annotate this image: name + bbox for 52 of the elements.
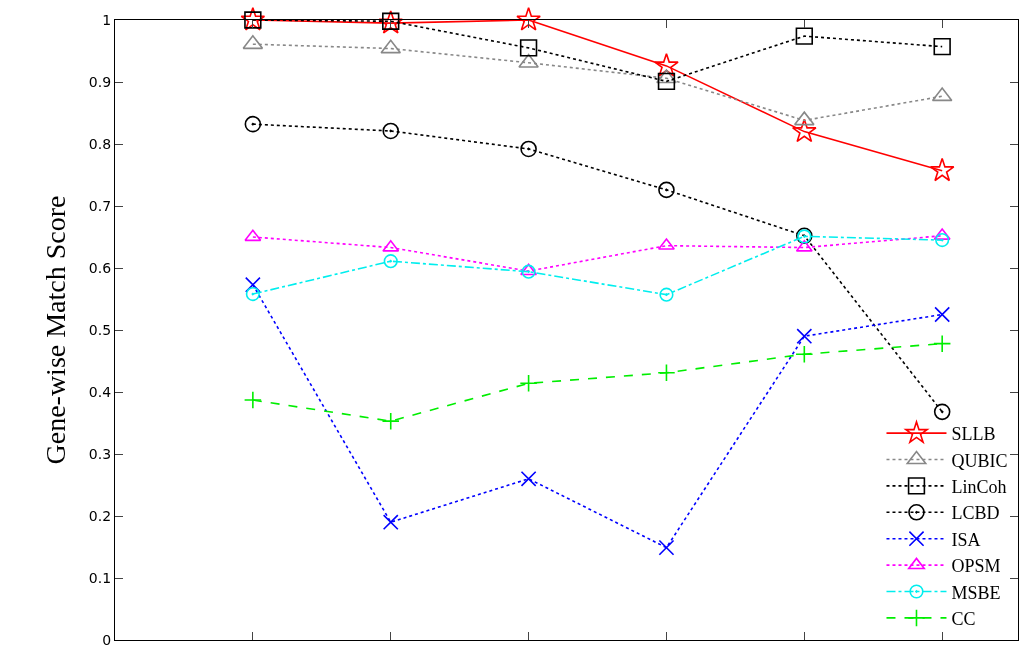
y-tick-label: 0.9 [88,73,112,90]
point [658,181,675,199]
point [795,345,814,364]
y-tick-label: 1 [102,11,112,28]
point [654,52,679,77]
point [934,306,951,323]
point [657,72,676,91]
y-tick-label: 0.5 [88,321,112,338]
point [657,363,676,382]
point [383,254,398,269]
point [382,514,399,531]
point [243,391,262,410]
legend-label: MSBE [951,582,1001,603]
legend-label: LCBD [951,503,1000,524]
point [795,27,814,45]
point [935,233,950,248]
point [659,287,674,302]
legend-label: OPSM [951,556,1001,577]
y-tick-label: 0.1 [88,569,112,586]
point [520,140,537,158]
point [520,470,537,487]
legend-label: SLLB [951,424,996,445]
point [519,374,538,393]
y-tick-label: 0.7 [88,197,112,214]
y-tick-label: 0.2 [88,507,112,524]
point [796,328,813,345]
point [791,118,817,143]
point [382,122,400,140]
point [933,334,952,353]
point [933,37,951,56]
y-tick-label: 0.8 [88,135,112,152]
y-axis-title: Gene-wise Match Score [39,195,71,465]
point [244,276,261,293]
point [929,157,955,182]
point [244,115,262,133]
point [656,69,677,84]
point [933,403,951,421]
point [244,229,262,242]
point [658,539,675,556]
y-tick-label: 0 [102,631,112,648]
legend-label: ISA [951,529,981,550]
legend-label: QUBIC [951,450,1008,471]
y-tick-label: 0.6 [88,259,112,276]
point [516,7,541,31]
point [245,286,260,302]
point [518,53,539,68]
legend-label: LinCoh [951,476,1007,497]
y-tick-label: 0.3 [88,445,112,462]
y-tick-label: 0.4 [88,383,112,400]
legend-label: CC [951,608,976,629]
point [381,412,400,431]
point [519,39,538,57]
